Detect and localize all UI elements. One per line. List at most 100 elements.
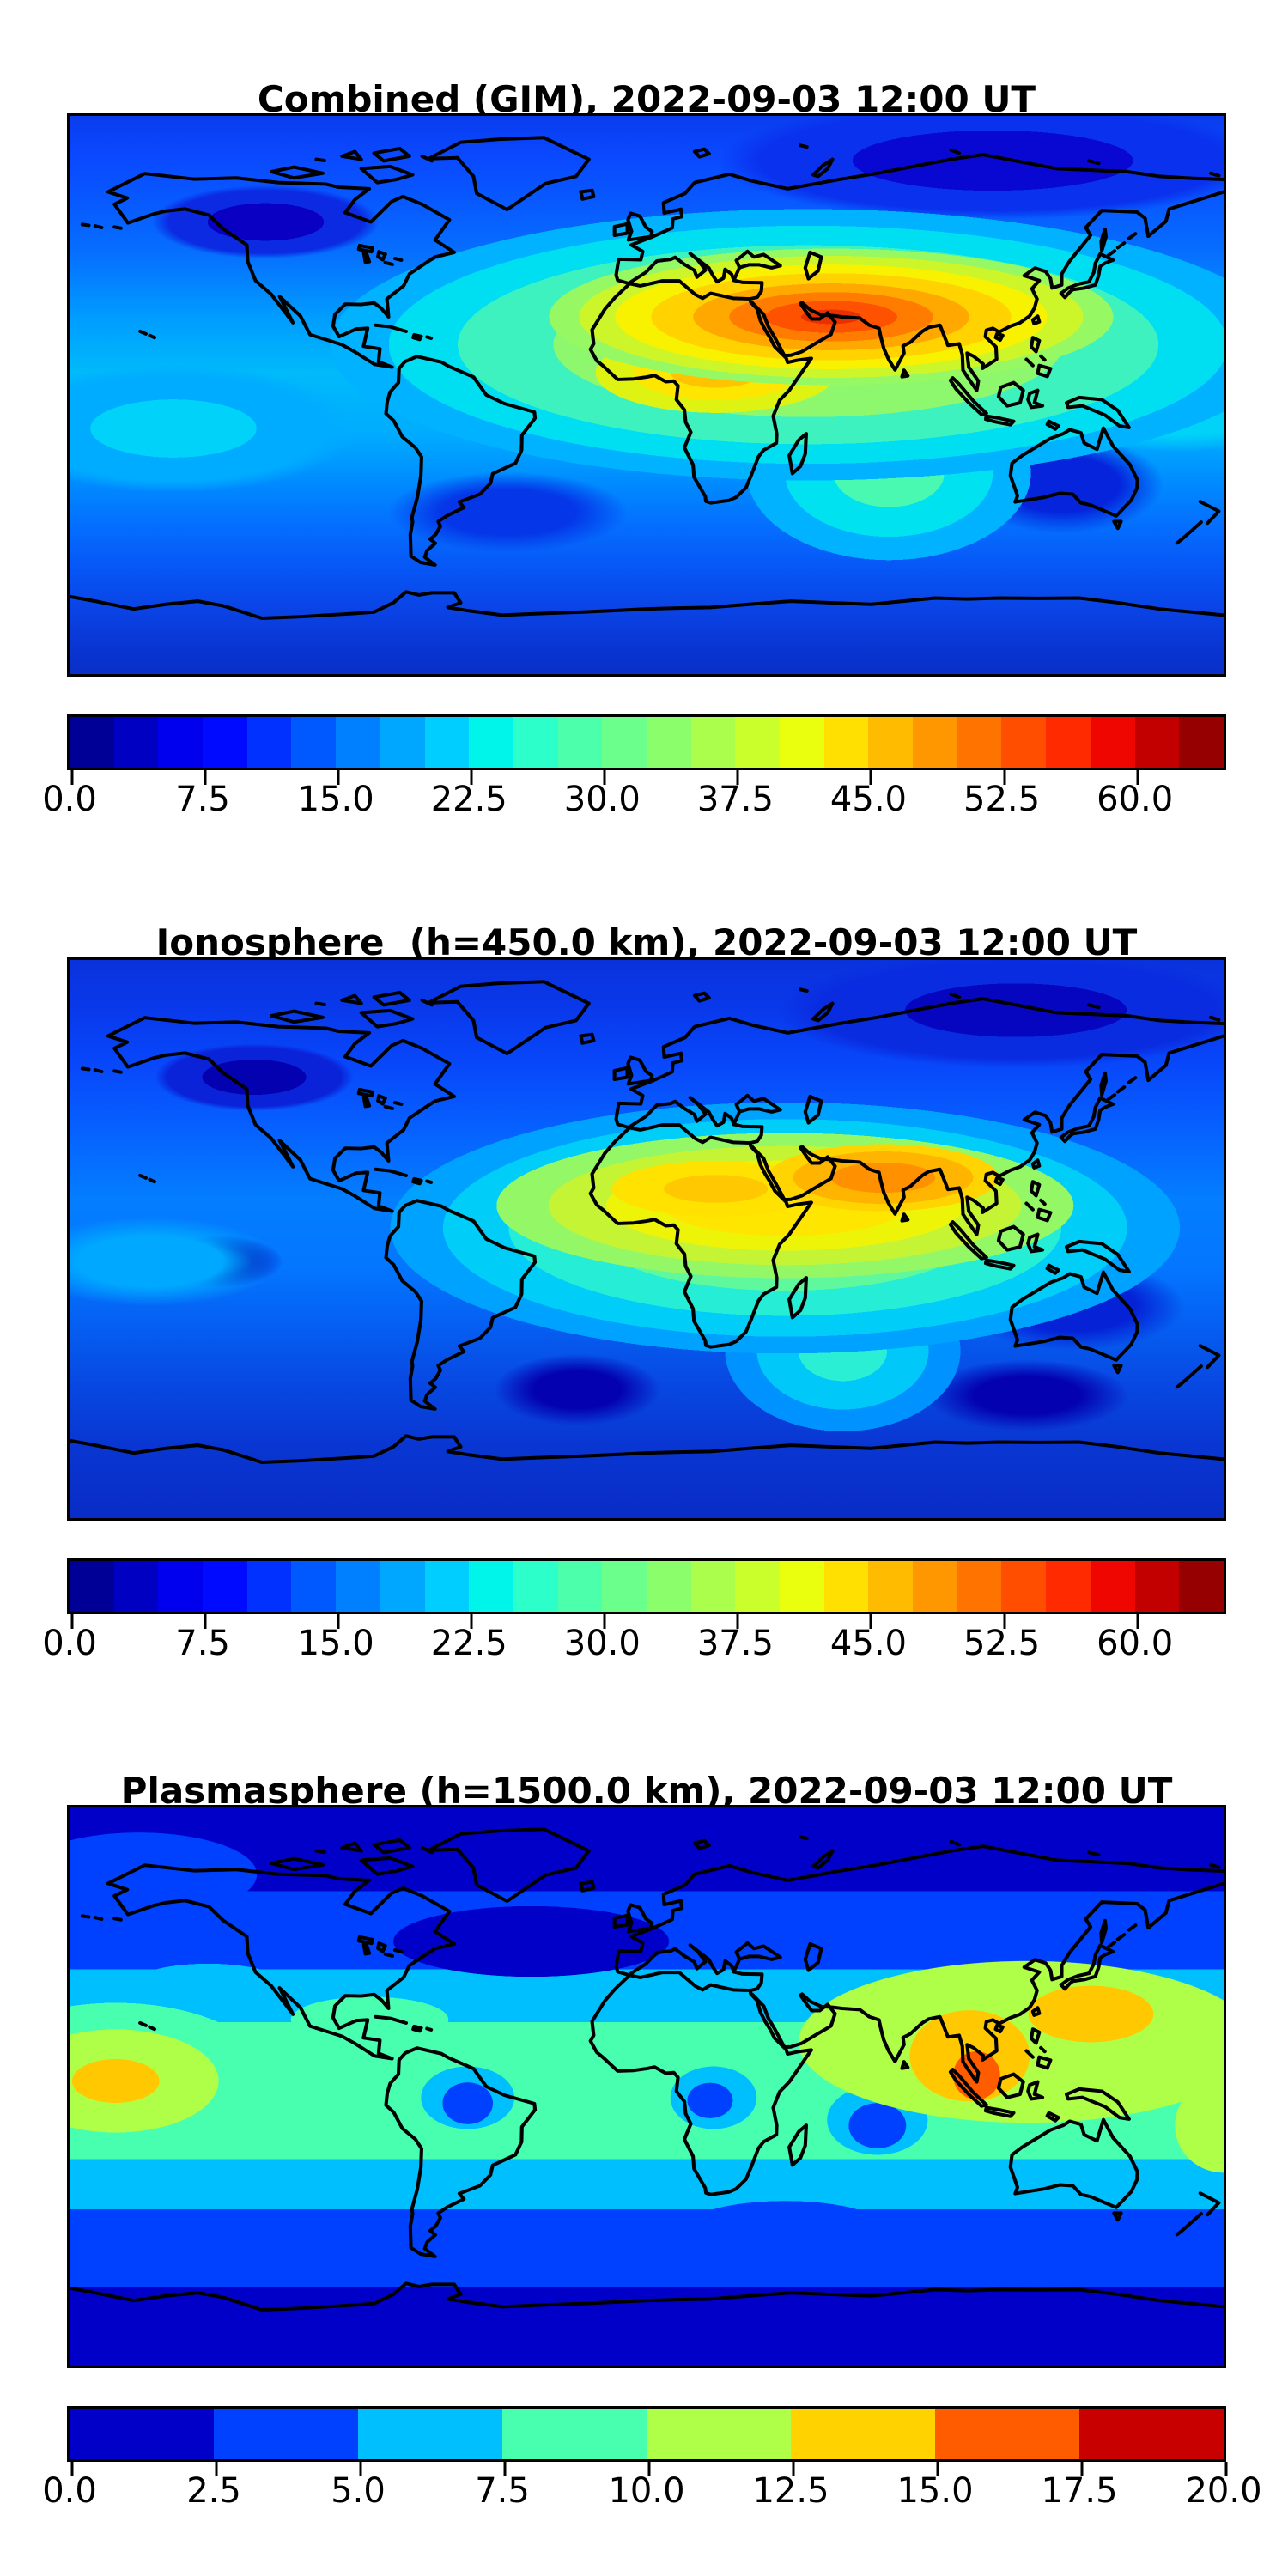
colorbar-tick (337, 770, 340, 785)
colorbar-segment (557, 717, 603, 768)
colorbar-segment (913, 1561, 957, 1612)
colorbar-tick-labels: 0.0 7.5 15.0 22.5 30.0 37.5 45.0 52.5 60.0 (42, 780, 1226, 826)
colorbar-tick (1136, 770, 1139, 785)
tec-field-ionosphere (70, 960, 1224, 1518)
colorbar-segment (735, 717, 780, 768)
colorbar-segment (1134, 1561, 1180, 1612)
colorbar-segment (203, 1561, 247, 1612)
colorbar-tick-label: 30.0 (563, 780, 641, 819)
coastline-overlay (70, 960, 1224, 1518)
colorbar-segment (1046, 1561, 1091, 1612)
colorbar-tick-label: 0.0 (42, 1624, 97, 1663)
colorbar-segment (513, 1561, 558, 1612)
colorbar-segment (1046, 717, 1091, 768)
colorbar-segment (158, 1561, 204, 1612)
colorbar-tick (70, 770, 74, 785)
colorbar-tick-label: 37.5 (696, 780, 774, 819)
colorbar-segment (823, 1561, 869, 1612)
colorbar-segment (557, 1561, 603, 1612)
colorbar-tick (736, 770, 739, 785)
colorbar-combined (67, 714, 1226, 785)
colorbar-tick-label: 22.5 (430, 780, 507, 819)
colorbar-segment (336, 717, 380, 768)
colorbar-tick-label: 52.5 (963, 780, 1041, 819)
coastline-overlay (70, 116, 1224, 674)
colorbar-segment (113, 1561, 159, 1612)
colorbar-segment (70, 1561, 114, 1612)
colorbar-tick (869, 770, 872, 785)
colorbar-segment (791, 2409, 935, 2459)
colorbar-tick-label: 5.0 (331, 2471, 386, 2511)
colorbar-tick (215, 2462, 218, 2476)
colorbar-tick (70, 1614, 74, 1629)
colorbar-tick-label: 45.0 (829, 1624, 907, 1663)
colorbar-tick-label: 17.5 (1041, 2471, 1118, 2511)
colorbar-segment (690, 717, 736, 768)
colorbar-segment (214, 2409, 358, 2459)
colorbar-tick-labels: 0.0 7.5 15.0 22.5 30.0 37.5 45.0 52.5 60.0 (42, 1624, 1226, 1670)
colorbar-tick (337, 1614, 340, 1629)
colorbar-segment (735, 1561, 780, 1612)
colorbar-segments (70, 1561, 1224, 1612)
colorbar-tick-label: 0.0 (42, 2471, 97, 2511)
colorbar-tick (470, 1614, 473, 1629)
colorbar-segment (1001, 1561, 1047, 1612)
colorbar-segments (70, 2409, 1224, 2459)
colorbar-segment (70, 717, 114, 768)
colorbar-segment (469, 1561, 513, 1612)
colorbar-segment (1090, 717, 1135, 768)
colorbar-tick-label: 45.0 (829, 780, 907, 819)
colorbar-segment (502, 2409, 647, 2459)
colorbar-segment (647, 2409, 791, 2459)
colorbar-segment (868, 1561, 914, 1612)
colorbar-tick (1080, 2462, 1084, 2476)
colorbar-segment (291, 717, 337, 768)
colorbar-segment (957, 1561, 1002, 1612)
colorbar-tick-label: 15.0 (896, 2471, 974, 2511)
colorbar-tick-label: 10.0 (608, 2471, 685, 2511)
colorbar-segment (113, 717, 159, 768)
colorbar-tick-label: 2.5 (186, 2471, 241, 2511)
colorbar-tick (503, 2462, 507, 2476)
colorbar-tick-label: 30.0 (563, 1624, 641, 1663)
colorbar-segment (780, 1561, 824, 1612)
colorbar-segment (1179, 717, 1224, 768)
coastline-overlay (70, 1807, 1224, 2366)
colorbar-tick (1224, 2462, 1228, 2476)
colorbar-ionosphere (67, 1558, 1226, 1629)
colorbar-tick-label: 7.5 (475, 2471, 530, 2511)
colorbar-tick-label: 0.0 (42, 780, 97, 819)
colorbar-tick-label: 12.5 (752, 2471, 829, 2511)
map-ionosphere (67, 957, 1226, 1521)
colorbar-tick-label: 52.5 (963, 1624, 1041, 1663)
colorbar-segment (868, 717, 914, 768)
colorbar-tick (869, 1614, 872, 1629)
colorbar-segment (913, 717, 957, 768)
colorbar-segment (602, 717, 647, 768)
colorbar-segment (158, 717, 204, 768)
colorbar-segment (780, 717, 824, 768)
colorbar-tick-label: 37.5 (696, 1624, 774, 1663)
colorbar-tick (204, 1614, 207, 1629)
tec-field-plasmasphere (70, 1807, 1224, 2366)
tec-field-combined (70, 116, 1224, 674)
colorbar-tick-label: 15.0 (297, 1624, 374, 1663)
colorbar-tick (792, 2462, 795, 2476)
colorbar-tick (647, 2462, 651, 2476)
colorbar-tick (603, 1614, 606, 1629)
panel-title: Ionosphere (h=450.0 km), 2022-09-03 12:0… (155, 920, 1138, 963)
colorbar-segment (935, 2409, 1079, 2459)
colorbar-tick-label: 15.0 (297, 780, 374, 819)
panel-title: Combined (GIM), 2022-09-03 12:00 UT (257, 77, 1036, 120)
colorbar-tick (736, 1614, 739, 1629)
colorbar-segment (424, 717, 470, 768)
colorbar-tick-label: 7.5 (175, 1624, 230, 1663)
colorbar-tick-label: 60.0 (1097, 780, 1174, 819)
colorbar-segment (957, 717, 1002, 768)
colorbar-segment (1179, 1561, 1224, 1612)
colorbar-segment (1079, 2409, 1224, 2459)
colorbar-segment (424, 1561, 470, 1612)
colorbar-segment (1090, 1561, 1135, 1612)
colorbar-segment (469, 717, 513, 768)
